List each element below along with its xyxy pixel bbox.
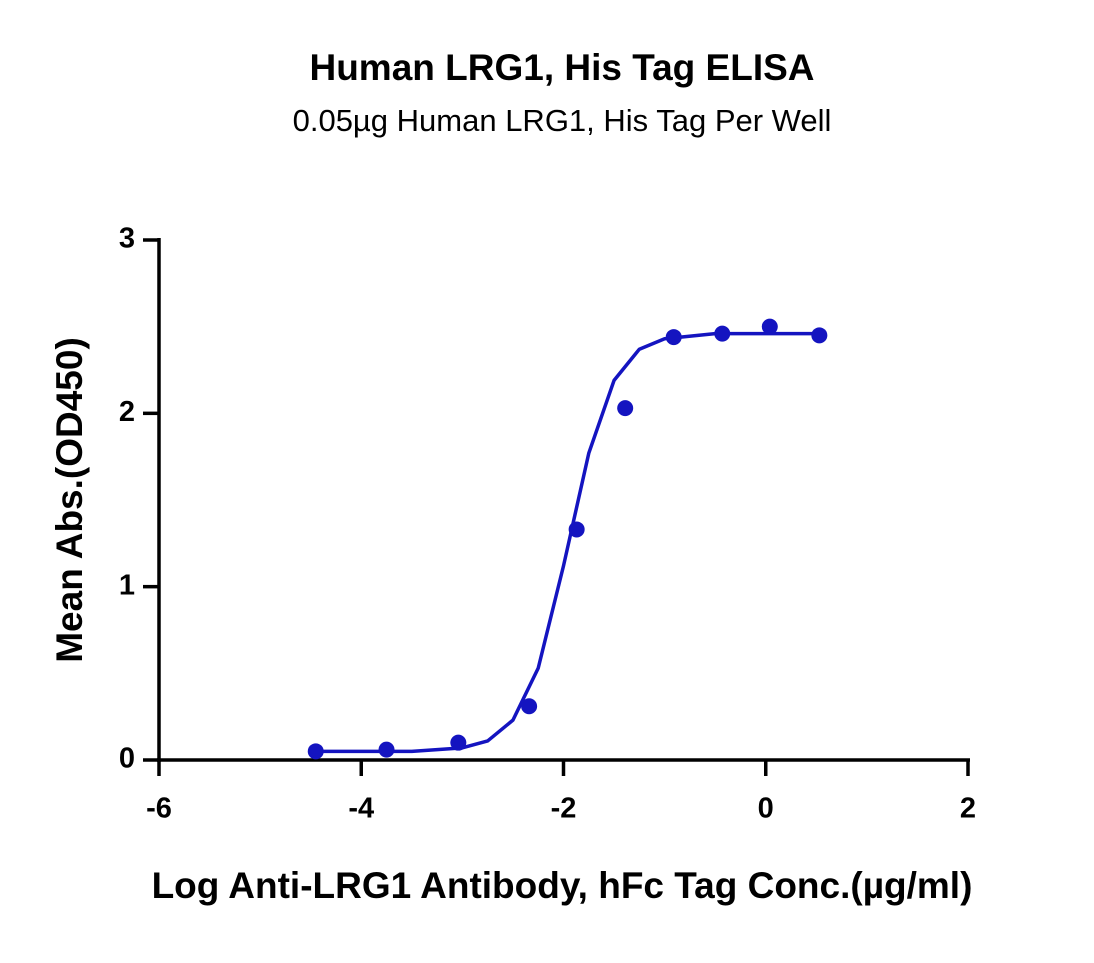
chart-subtitle: 0.05µg Human LRG1, His Tag Per Well [293,103,832,138]
fit-curve [315,331,820,754]
chart-title: Human LRG1, His Tag ELISA [309,47,814,88]
x-tick-label: -2 [551,793,577,825]
y-axis-label: Mean Abs.(OD450) [49,337,90,663]
x-tick-label: 0 [758,793,774,825]
x-tick-label: 2 [960,793,976,825]
data-point [761,318,778,335]
y-tick-label: 1 [119,569,135,601]
y-tick-label: 3 [119,223,135,255]
x-tick-label: -4 [348,793,374,825]
y-tick-label: 0 [119,743,135,775]
data-point [617,400,634,417]
y-tick-label: 2 [119,396,135,428]
data-point [521,698,538,715]
x-axis-label: Log Anti-LRG1 Antibody, hFc Tag Conc.(µg… [152,865,973,906]
x-tick-label: -6 [146,793,172,825]
